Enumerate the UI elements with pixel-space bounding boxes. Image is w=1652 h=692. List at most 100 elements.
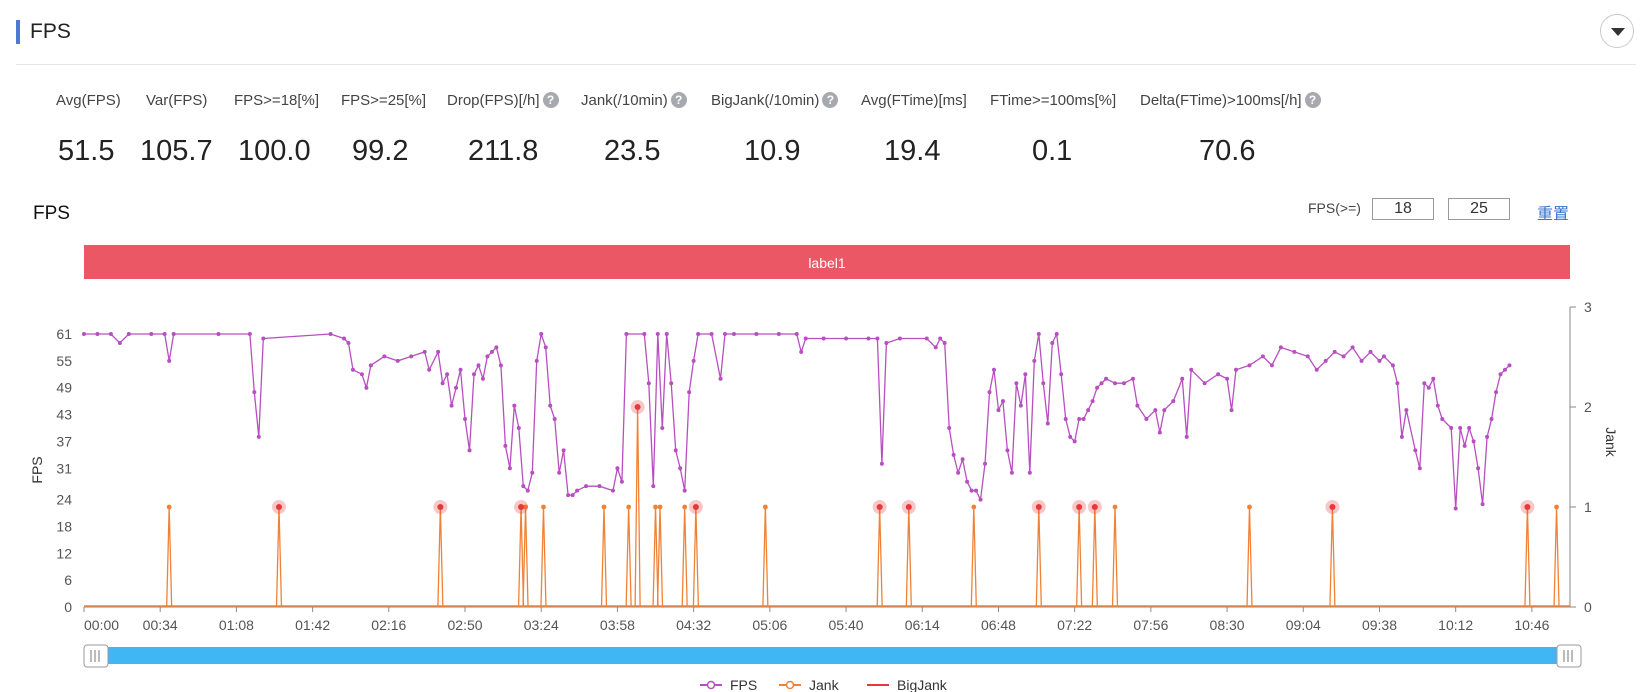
fps-point	[117, 340, 122, 345]
fps-point	[687, 390, 692, 395]
metric-label-text: Avg(FTime)[ms]	[861, 92, 967, 109]
fps-point	[449, 403, 454, 408]
jank-point	[657, 504, 663, 510]
fps-point	[521, 484, 526, 489]
fps-point	[485, 354, 490, 359]
fps-point	[1171, 399, 1176, 404]
metric-label-text: FPS>=18[%]	[234, 92, 320, 109]
bigjank-point	[634, 404, 641, 410]
fps-point	[395, 358, 400, 363]
metric-value: 10.9	[744, 135, 801, 167]
fps-point	[799, 349, 804, 354]
y-left-tick-label: 61	[56, 326, 72, 342]
fps-point	[1453, 506, 1458, 511]
legend-item[interactable]: Jank	[779, 677, 840, 692]
fps-point	[552, 417, 557, 422]
fps-point	[1104, 376, 1109, 381]
bigjank-point	[1076, 504, 1083, 510]
fps-point	[247, 332, 252, 336]
fps-point	[1153, 408, 1158, 413]
fps-point	[655, 332, 660, 336]
jank-spike	[1246, 506, 1253, 608]
jank-point	[601, 504, 607, 510]
fps-point	[619, 479, 624, 484]
fps-point	[530, 470, 535, 475]
fps-point	[696, 332, 701, 336]
fps-point	[584, 484, 589, 489]
fps-point	[1005, 448, 1010, 453]
x-tick-label: 09:04	[1286, 617, 1321, 633]
fps-point	[454, 385, 459, 390]
jank-spike	[905, 506, 912, 608]
fps-point	[467, 448, 472, 453]
fps-point	[709, 332, 714, 336]
fps-point	[328, 332, 333, 336]
jank-spike	[1553, 506, 1560, 608]
fps-point	[570, 493, 575, 498]
question-circle-icon[interactable]: ?	[1304, 92, 1321, 108]
x-tick-label: 03:24	[524, 617, 559, 633]
fps-point	[924, 336, 929, 341]
zoom-slider-handle-right[interactable]	[1556, 644, 1582, 668]
fps-point	[350, 367, 355, 372]
fps-point	[754, 332, 759, 336]
fps-point	[1189, 367, 1194, 372]
y-right-tick-label: 2	[1584, 399, 1592, 415]
fps-threshold-low-input[interactable]	[1372, 198, 1434, 220]
fps-point	[1314, 367, 1319, 372]
y-left-tick-label: 18	[56, 518, 72, 534]
fps-point	[651, 484, 656, 489]
legend-item[interactable]: FPS	[700, 677, 757, 692]
fps-point	[539, 332, 544, 336]
jank-spike	[634, 406, 641, 608]
fps-point	[673, 448, 678, 453]
question-circle-icon[interactable]: ?	[542, 92, 559, 108]
fps-point	[1072, 439, 1077, 444]
fps-point	[1050, 340, 1055, 345]
fps-point	[108, 332, 113, 336]
reset-button[interactable]: 重置	[1537, 206, 1570, 223]
fps-point	[682, 488, 687, 493]
y-left-tick-label: 49	[56, 380, 72, 396]
metric-label-text: Jank(/10min)	[581, 92, 668, 109]
y-left-axis-label: FPS	[29, 456, 45, 483]
bigjank-point	[905, 504, 912, 510]
fps-point	[1503, 367, 1508, 372]
fps-point	[1247, 363, 1252, 368]
fps-threshold-high-input[interactable]	[1448, 198, 1510, 220]
zoom-slider-handle-left[interactable]	[83, 644, 109, 668]
fps-point	[1305, 354, 1310, 359]
fps-point	[1059, 372, 1064, 377]
fps-point	[1449, 425, 1454, 430]
fps-point	[476, 363, 481, 368]
metric-label: FPS>=25[%]	[341, 92, 426, 109]
fps-point	[534, 358, 539, 363]
legend-item[interactable]: BigJank	[867, 677, 948, 692]
bigjank-point	[1091, 504, 1098, 510]
fps-point	[471, 372, 476, 377]
jank-spike	[600, 506, 608, 608]
fps-point	[1435, 403, 1440, 408]
fps-point	[458, 367, 463, 372]
fps-point	[1130, 376, 1135, 381]
fps-point	[1341, 354, 1346, 359]
fps-point	[1054, 332, 1059, 336]
fps-point	[503, 443, 508, 448]
fps-point	[341, 336, 346, 341]
section-header: FPS	[16, 14, 1636, 65]
metric-label: Avg(FTime)[ms]	[861, 92, 967, 109]
question-circle-icon[interactable]: ?	[670, 92, 687, 108]
question-circle-icon[interactable]: ?	[822, 92, 839, 108]
fps-point	[507, 466, 512, 471]
fps-point	[1494, 390, 1499, 395]
fps-point	[597, 484, 602, 489]
fps-point	[95, 332, 100, 336]
jank-spike	[1524, 506, 1531, 608]
grip-icon	[83, 644, 109, 668]
chevron-down-icon[interactable]	[1600, 14, 1634, 48]
metric-value: 70.6	[1199, 135, 1256, 167]
y-left-tick-label: 43	[56, 407, 72, 423]
fps-point	[1485, 434, 1490, 439]
fps-point	[1381, 354, 1386, 359]
metric-label-text: FPS>=25[%]	[341, 92, 427, 109]
